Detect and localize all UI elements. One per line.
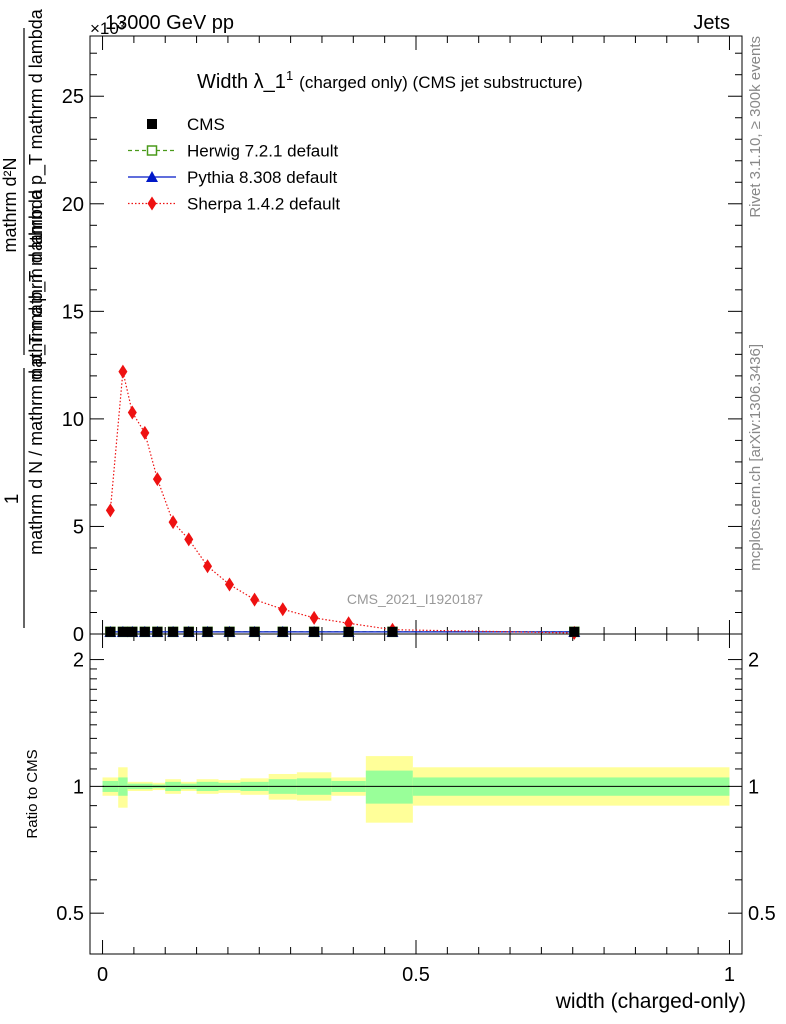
ratio-axis-ticks: 0.5 0.5 1 1 2 2 xyxy=(56,650,776,926)
ylabel-fraction-bottom: mathrm d p_T mathrm d p_T mathrm d lambd… xyxy=(26,8,47,382)
data-point xyxy=(140,425,150,440)
title-rest: (charged only) (CMS jet substructure) xyxy=(299,73,582,92)
data-point xyxy=(569,626,580,637)
x-tick-label: 1 xyxy=(724,964,735,986)
legend-label: Pythia 8.308 default xyxy=(187,168,338,187)
side-label-top: Rivet 3.1.10, ≥ 300k events xyxy=(747,36,764,218)
data-point xyxy=(344,616,354,631)
ylabel-numerator: 1 xyxy=(2,494,23,505)
ratio-bands xyxy=(102,756,730,823)
plot-title: Width λ_11 (charged only) (CMS jet substr… xyxy=(197,68,583,93)
legend-marker xyxy=(146,145,158,156)
legend-item: Herwig 7.2.1 default xyxy=(128,142,338,161)
data-point xyxy=(249,626,260,637)
ratio-band-green xyxy=(365,770,413,804)
main-y-tick-label: 0 xyxy=(73,624,84,646)
legend-marker xyxy=(147,119,157,129)
data-point xyxy=(105,626,116,637)
main-axis-ticks: 0 5 10 15 20 25 0 0.5 1 xyxy=(62,36,742,986)
legend-marker xyxy=(147,196,157,211)
data-point xyxy=(387,626,398,637)
main-y-tick-label: 5 xyxy=(73,516,84,538)
main-y-tick-label: 20 xyxy=(62,194,84,216)
main-y-tick-label: 15 xyxy=(62,301,84,323)
title-main: Width λ_1 xyxy=(197,71,286,93)
data-point xyxy=(203,559,213,574)
data-point xyxy=(277,626,288,637)
data-point xyxy=(105,503,115,518)
data-point xyxy=(168,626,179,637)
header-right: Jets xyxy=(693,12,730,34)
data-point xyxy=(117,626,128,637)
legend-marker xyxy=(146,171,158,182)
legend-item: Pythia 8.308 default xyxy=(128,168,338,187)
data-point xyxy=(309,610,319,625)
legend-item: CMS xyxy=(147,115,225,134)
series-layer xyxy=(104,364,581,640)
side-label-bottom: mcplots.cern.ch [arXiv:1306.3436] xyxy=(747,344,764,571)
main-y-axis-label: 1 mathrm d N / mathrm d p_T mathrm d lam… xyxy=(0,8,47,628)
data-point xyxy=(152,626,163,637)
data-point xyxy=(168,515,178,530)
ratio-y-tick-label: 2 xyxy=(73,650,84,672)
x-tick-label: 0.5 xyxy=(402,964,430,986)
legend-label: Herwig 7.2.1 default xyxy=(187,142,338,161)
data-point xyxy=(309,626,320,637)
main-y-tick-label: 25 xyxy=(62,86,84,108)
header-left: 13000 GeV pp xyxy=(105,12,234,34)
x-tick-label: 0 xyxy=(97,964,108,986)
legend: CMS Herwig 7.2.1 default Pythia 8.308 defa… xyxy=(128,115,340,214)
data-point xyxy=(224,626,235,637)
series-line-3 xyxy=(109,371,575,634)
data-point xyxy=(343,626,354,637)
ratio-y-tick-label: 0.5 xyxy=(748,903,776,925)
data-point xyxy=(250,592,260,607)
data-point xyxy=(152,472,162,487)
ylabel-denominator: mathrm d N / mathrm d p_T mathrm d lambd… xyxy=(26,188,47,555)
ratio-y-tick-label: 1 xyxy=(748,776,759,798)
data-point xyxy=(183,626,194,637)
data-point xyxy=(224,577,234,592)
ref-label: CMS_2021_I1920187 xyxy=(347,591,483,607)
legend-label: Sherpa 1.4.2 default xyxy=(187,195,340,214)
ylabel-fraction-top: mathrm d²N xyxy=(0,157,20,252)
title-sup: 1 xyxy=(286,68,293,83)
ratio-y-tick-label: 1 xyxy=(73,776,84,798)
data-point xyxy=(127,405,137,420)
data-point xyxy=(127,626,138,637)
ratio-y-tick-label: 0.5 xyxy=(56,903,84,925)
ratio-y-tick-label: 2 xyxy=(748,650,759,672)
y-multiplier: ×10³ xyxy=(90,19,125,38)
data-point xyxy=(202,626,213,637)
data-point xyxy=(139,626,150,637)
data-point xyxy=(118,364,128,379)
main-y-tick-label: 10 xyxy=(62,409,84,431)
legend-item: Sherpa 1.4.2 default xyxy=(128,195,340,214)
ratio-y-label: Ratio to CMS xyxy=(24,749,41,838)
data-point xyxy=(278,602,288,617)
data-point xyxy=(184,532,194,547)
x-axis-label: width (charged-only) xyxy=(555,990,746,1013)
legend-label: CMS xyxy=(187,115,225,134)
